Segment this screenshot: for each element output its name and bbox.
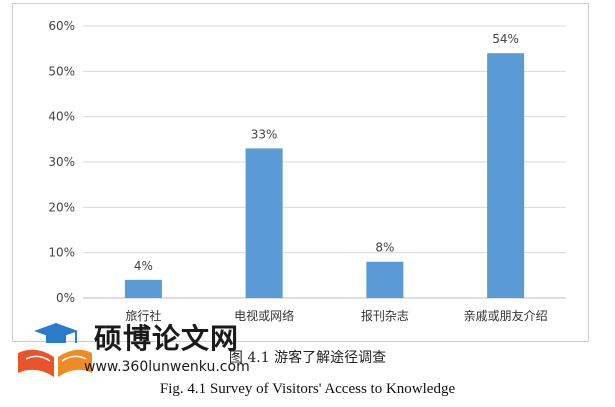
data-label: 33%	[251, 127, 278, 141]
bar	[366, 261, 404, 298]
bar	[487, 53, 525, 299]
data-label: 54%	[492, 32, 519, 46]
y-tick-label: 40%	[48, 110, 75, 124]
x-tick-label: 报刊杂志	[361, 308, 409, 323]
bar	[124, 279, 162, 298]
bar	[245, 148, 283, 298]
x-tick-label: 亲戚或朋友介绍	[464, 309, 548, 323]
watermark-site-name: 硕博论文网	[94, 322, 240, 355]
y-tick-label: 0%	[56, 291, 75, 305]
figure-caption-en: Fig. 4.1 Survey of Visitors' Access to K…	[159, 381, 456, 397]
x-tick-label: 电视或网络	[234, 308, 294, 323]
x-tick-label: 旅行社	[125, 308, 161, 323]
data-label: 8%	[375, 241, 394, 255]
y-tick-label: 30%	[48, 155, 75, 169]
chart-frame: 0% 10% 20% 30% 40% 50% 60% 4% 旅行社 33% 电视或网络 8% 报刊杂志 5…	[12, 3, 589, 342]
y-tick-label: 20%	[48, 200, 75, 214]
y-tick-label: 50%	[48, 64, 75, 78]
y-tick-label: 10%	[48, 246, 75, 260]
graduation-book-icon	[18, 323, 92, 377]
watermark-logo: 硕博论文网 www.360lunwenku.com	[12, 315, 282, 385]
watermark-url: www.360lunwenku.com	[84, 359, 250, 375]
figure-caption-cn: 图 4.1 游客了解途径调查	[228, 350, 387, 366]
bar-chart: 0% 10% 20% 30% 40% 50% 60% 4% 旅行社 33% 电视或网络 8% 报刊杂志 5…	[48, 19, 566, 323]
y-tick-label: 60%	[48, 19, 75, 33]
data-label: 4%	[134, 259, 153, 273]
